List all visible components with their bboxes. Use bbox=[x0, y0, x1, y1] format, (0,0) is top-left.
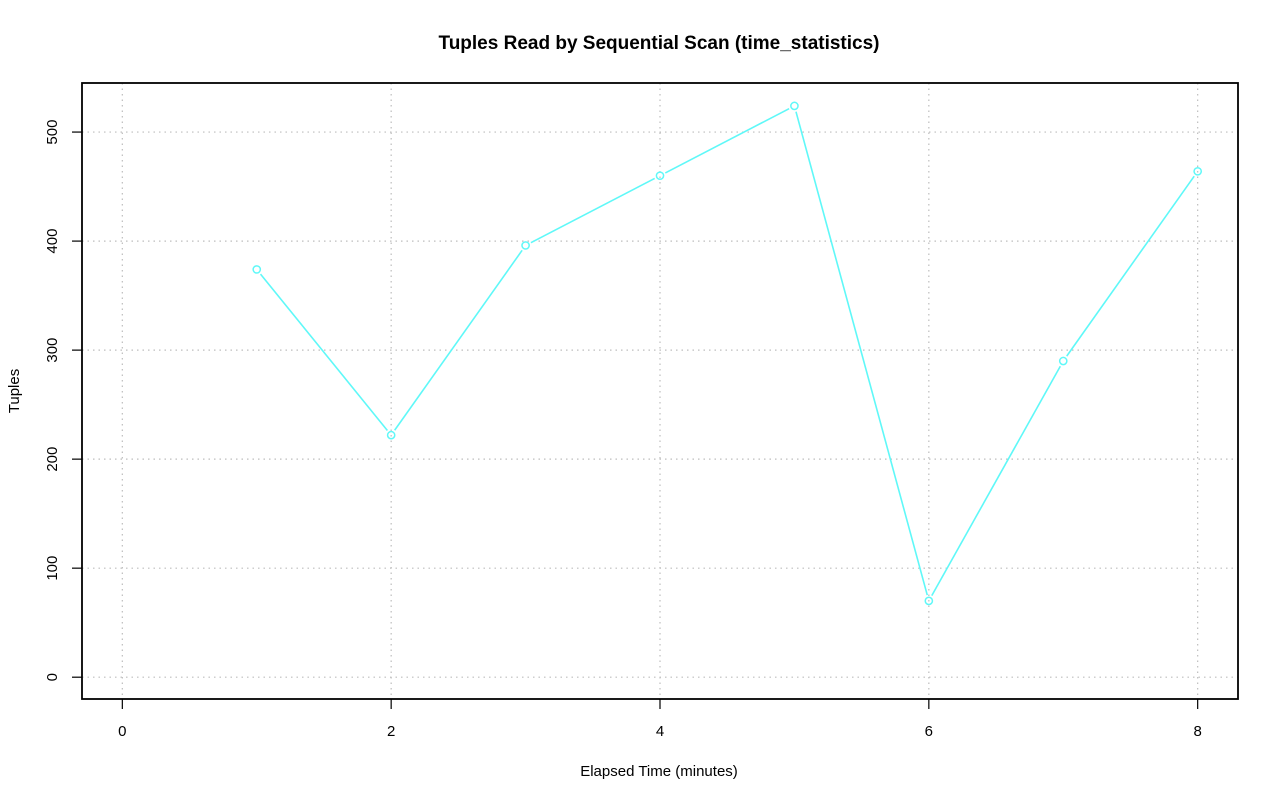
x-tick-label-0: 0 bbox=[118, 723, 126, 740]
chart-title: Tuples Read by Sequential Scan (time_sta… bbox=[439, 33, 880, 54]
y-tick-label-500: 500 bbox=[44, 120, 61, 145]
series-line-segment bbox=[393, 249, 523, 431]
x-tick-label-6: 6 bbox=[925, 723, 933, 740]
series-line-segment bbox=[1066, 175, 1195, 357]
data-point bbox=[521, 241, 530, 250]
y-tick-label-0: 0 bbox=[44, 673, 61, 681]
series-line-segment bbox=[664, 107, 790, 174]
series-line-segment bbox=[931, 365, 1062, 597]
x-tick-label-4: 4 bbox=[656, 723, 664, 740]
x-tick-label-2: 2 bbox=[387, 723, 395, 740]
x-axis-label: Elapsed Time (minutes) bbox=[580, 763, 738, 780]
data-point bbox=[386, 430, 396, 440]
grid bbox=[82, 83, 1238, 699]
series-line-segment bbox=[259, 273, 389, 431]
data-point bbox=[1193, 166, 1203, 176]
data-point bbox=[655, 171, 665, 181]
y-tick-label-200: 200 bbox=[44, 447, 61, 472]
series-layer bbox=[252, 101, 1203, 606]
y-tick-label-100: 100 bbox=[44, 556, 61, 581]
data-point bbox=[252, 265, 262, 274]
data-point bbox=[790, 101, 799, 111]
series-0 bbox=[252, 101, 1203, 606]
y-axis-label: Tuples bbox=[6, 369, 23, 413]
data-point bbox=[1058, 356, 1068, 366]
series-line-segment bbox=[795, 111, 929, 596]
axes: 0 2 4 6 8 0 100 200 300 400 500 bbox=[44, 120, 1202, 740]
y-tick-label-400: 400 bbox=[44, 229, 61, 254]
y-tick-label-300: 300 bbox=[44, 338, 61, 363]
plot-border bbox=[81, 82, 1239, 700]
data-point bbox=[924, 596, 934, 606]
series-line-segment bbox=[530, 177, 656, 244]
x-tick-label-8: 8 bbox=[1194, 723, 1202, 740]
